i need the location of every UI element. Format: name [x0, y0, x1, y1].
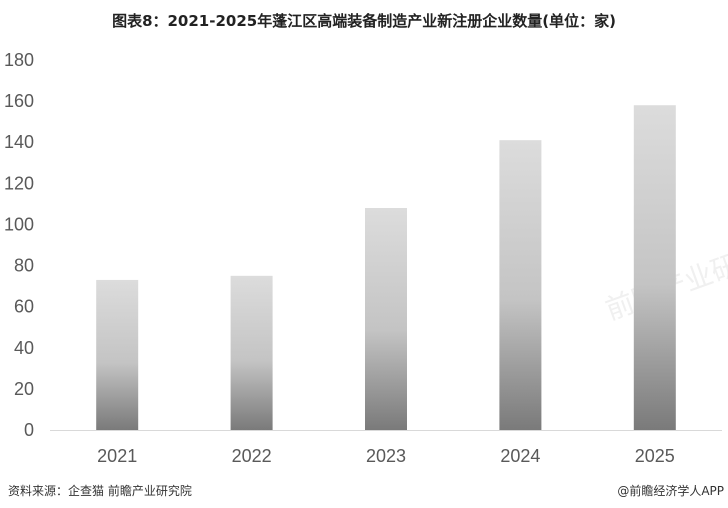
credit-note: @前瞻经济学人APP	[617, 484, 724, 498]
y-tick-label: 160	[4, 91, 34, 111]
y-tick-label: 140	[4, 132, 34, 152]
bar-2024	[499, 140, 542, 430]
y-tick-label: 0	[24, 420, 34, 440]
x-tick-label: 2021	[97, 446, 137, 466]
y-tick-label: 60	[14, 297, 34, 317]
x-tick-label: 2025	[635, 446, 675, 466]
y-tick-label: 180	[4, 50, 34, 70]
bar-2025	[633, 105, 676, 430]
chart-title: 图表8：2021-2025年蓬江区高端装备制造产业新注册企业数量(单位：家)	[112, 12, 616, 30]
bar-2023	[365, 208, 407, 430]
source-note: 资料来源：企查猫 前瞻产业研究院	[8, 484, 192, 498]
y-tick-label: 100	[4, 214, 34, 234]
x-tick-label: 2023	[366, 446, 406, 466]
y-tick-label: 120	[4, 173, 34, 193]
y-tick-label: 20	[14, 379, 34, 399]
y-tick-label: 80	[14, 256, 34, 276]
bar-2022	[230, 275, 273, 430]
x-tick-label: 2022	[232, 446, 272, 466]
bar-2021	[96, 279, 139, 430]
y-tick-label: 40	[14, 338, 34, 358]
x-tick-label: 2024	[500, 446, 540, 466]
